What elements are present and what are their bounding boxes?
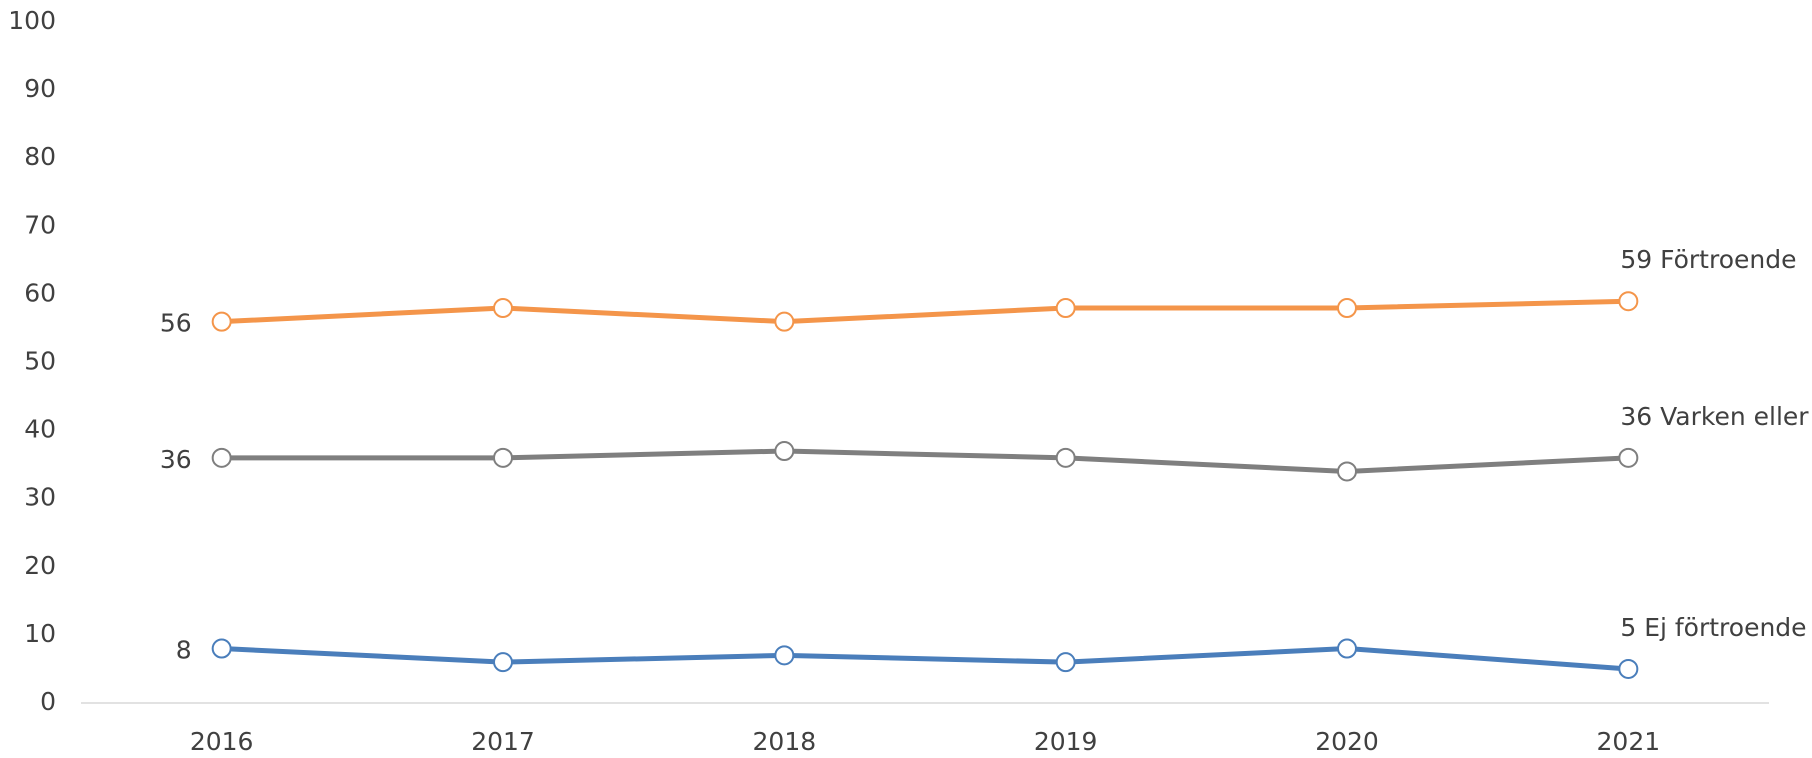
end-label: 36 Varken eller [1620,402,1809,431]
marker [1337,298,1357,319]
marker [493,447,513,468]
series-name: Varken eller [1660,402,1809,431]
end-label: 59 Förtroende [1620,245,1796,274]
marker [1337,461,1357,482]
data-label: 36 [1620,402,1652,431]
x-tick-label: 2020 [1315,727,1379,756]
data-label: 36 [160,445,192,474]
y-tick-label: 90 [24,74,56,103]
y-tick-label: 50 [24,347,56,376]
marker [774,645,795,666]
data-label: 59 [1620,245,1652,274]
series-name: Förtroende [1660,245,1796,274]
x-tick-label: 2017 [471,727,535,756]
x-tick-label: 2021 [1597,727,1661,756]
marker [1618,658,1639,679]
end-label: 5 Ej förtroende [1620,613,1806,642]
data-label: 8 [176,636,192,665]
data-label: 56 [160,309,192,338]
marker [1055,652,1076,673]
marker [774,311,795,332]
y-tick-label: 20 [24,551,56,580]
series-line [221,298,1629,325]
y-tick-label: 40 [24,415,56,444]
y-tick-label: 10 [24,619,56,648]
data-label: 5 [1620,613,1636,642]
marker [1618,291,1639,312]
y-tick-label: 60 [24,278,56,307]
y-tick-label: 80 [24,142,56,171]
series-line [221,448,1629,474]
marker [1618,447,1639,468]
marker [1337,638,1357,659]
series-line [221,646,1629,672]
x-tick-label: 2019 [1034,727,1098,756]
marker [493,298,513,319]
y-tick-label: 100 [8,6,56,35]
y-tick-label: 0 [40,687,56,716]
x-tick-label: 2018 [753,727,817,756]
marker [493,652,513,673]
marker [211,447,232,468]
marker [774,441,795,462]
series-name: Ej förtroende [1644,613,1806,642]
y-tick-label: 70 [24,210,56,239]
x-tick-label: 2016 [190,727,254,756]
marker [211,638,232,659]
marker [1055,447,1076,468]
marker [1055,298,1076,319]
y-tick-label: 30 [24,483,56,512]
marker [211,311,232,332]
